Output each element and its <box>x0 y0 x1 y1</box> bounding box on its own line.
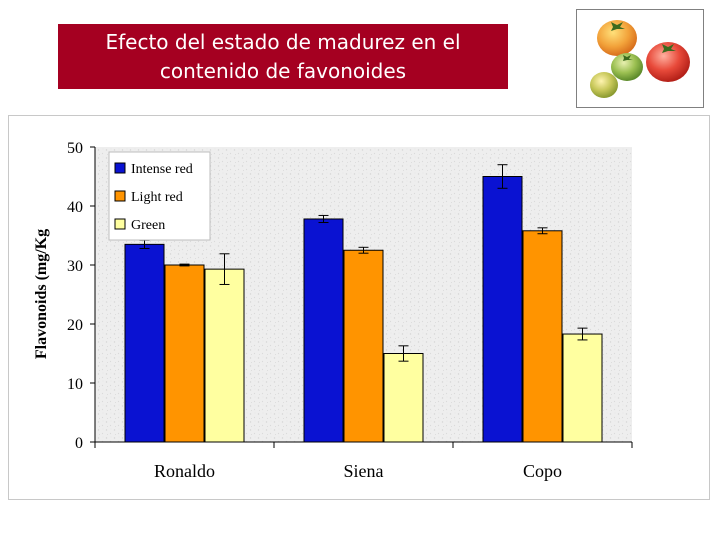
error-bar <box>497 164 508 189</box>
legend-entry: Light red <box>131 190 183 205</box>
legend-entry: Green <box>131 218 165 233</box>
bar <box>482 176 523 443</box>
slide-title-line-1: Efecto del estado de madurez en el <box>105 29 461 54</box>
error-bar <box>179 263 190 267</box>
bar <box>303 218 344 443</box>
bar <box>522 230 563 443</box>
error-bar <box>537 227 548 235</box>
y-axis: 0 10 20 30 40 50 <box>67 140 96 452</box>
y-tick-label: 10 <box>67 376 83 393</box>
y-axis-label: Flavonoids (mg/Kg <box>33 229 50 359</box>
chart-frame: 0 10 20 30 40 50 Ronaldo Siena Copo Flavonoids … <box>8 115 710 500</box>
error-bar <box>318 214 329 224</box>
y-tick-label: 40 <box>67 199 83 216</box>
y-tick-label: 50 <box>67 140 83 157</box>
legend-swatch <box>114 162 126 174</box>
bar <box>343 249 384 443</box>
y-tick-label: 30 <box>67 258 83 275</box>
legend: Intense red Light red Green <box>108 151 211 241</box>
error-bar <box>577 327 588 341</box>
error-bar <box>398 345 409 362</box>
tomato-photo <box>576 9 704 108</box>
flavonoids-bar-chart: 0 10 20 30 40 50 Ronaldo Siena Copo Flavonoids … <box>33 140 633 481</box>
bar <box>164 264 205 443</box>
bar <box>562 333 603 443</box>
y-tick-label: 0 <box>75 435 83 452</box>
slide-title: Efecto del estado de madurez en el conte… <box>58 24 508 89</box>
y-tick-label: 20 <box>67 317 83 334</box>
bars <box>124 164 603 443</box>
x-axis: Ronaldo Siena Copo <box>94 441 633 481</box>
x-tick-label: Copo <box>523 461 562 481</box>
tomatoes-icon <box>590 20 690 98</box>
legend-box <box>108 151 211 241</box>
error-bar <box>219 253 230 285</box>
legend-entry: Intense red <box>131 162 193 177</box>
bar <box>383 353 424 443</box>
bar <box>204 268 245 443</box>
legend-swatch <box>114 190 126 202</box>
legend-swatch <box>114 218 126 230</box>
x-tick-label: Siena <box>344 461 384 481</box>
error-bar <box>358 246 369 254</box>
x-tick-label: Ronaldo <box>154 461 215 481</box>
slide-title-line-2: contenido de favonoides <box>159 58 407 83</box>
bar <box>124 243 165 443</box>
